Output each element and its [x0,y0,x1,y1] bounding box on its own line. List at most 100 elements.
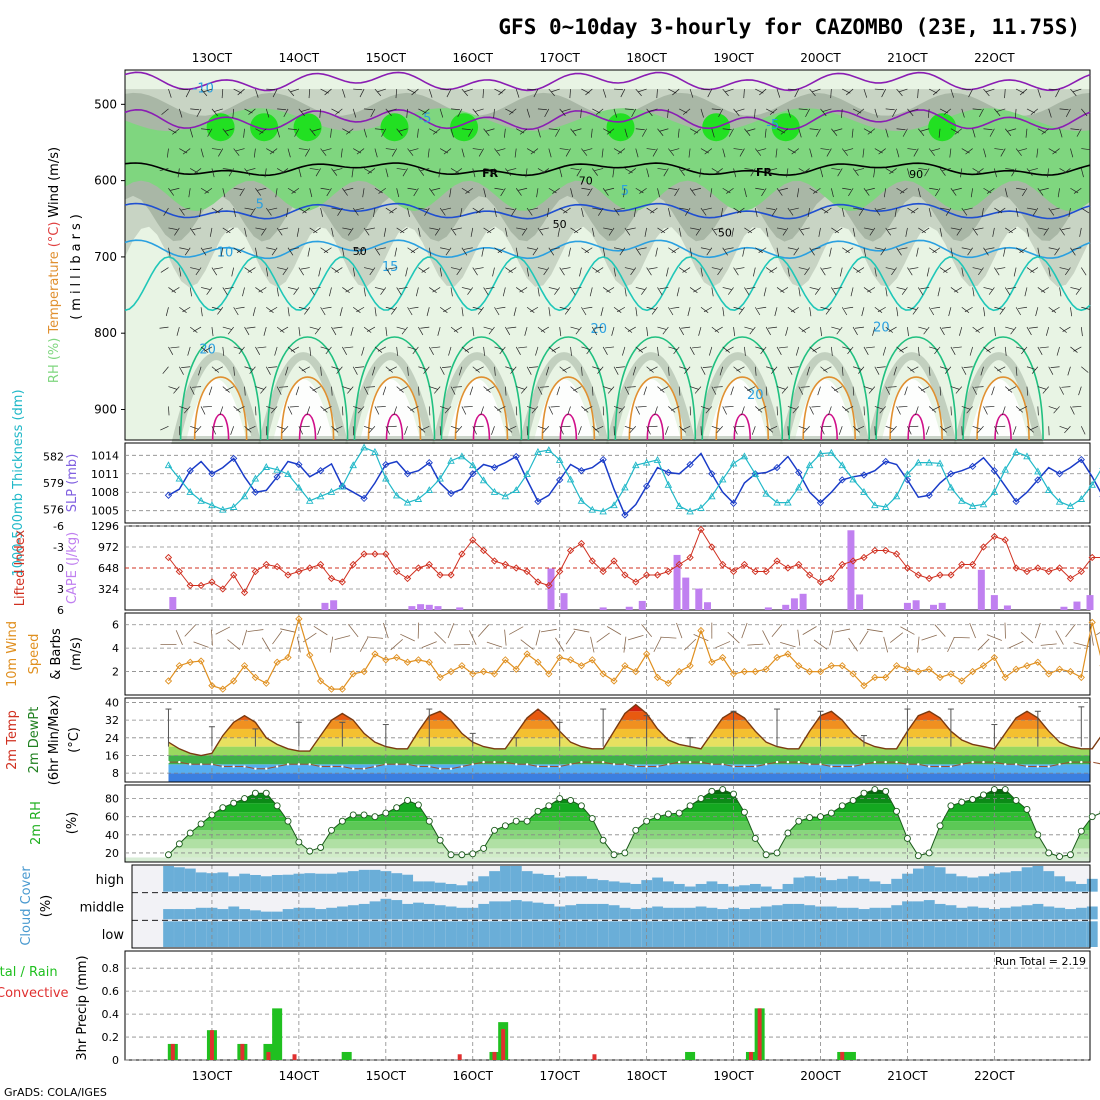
wind-barb [896,88,903,97]
wind-barb [323,406,332,411]
wind-speed-point [393,653,401,662]
wind-barb [924,168,930,177]
wind-barb [722,88,729,97]
wind-barb [555,637,565,652]
wind-barb [1026,386,1029,396]
wind-barb [928,148,935,156]
wind-barb [352,207,359,216]
wind-barb [684,366,691,374]
wind-barb [562,366,571,372]
wind-barb [200,307,203,317]
wind-barb [581,406,589,413]
lifted-index-point [360,550,368,558]
wind-barb [374,287,384,290]
cloud-bar-low [934,921,946,947]
wind-barb [635,406,641,415]
wind-barb [798,287,801,297]
cape-bar [912,600,920,610]
wind-speed-point [784,650,792,658]
lifted-index-point [458,550,466,558]
wind-barb [211,327,214,337]
wind-barb [230,426,235,435]
wind-barb [689,247,693,257]
wind-barb [352,108,357,118]
dewpoint-point [471,763,474,766]
wind-barb [439,267,443,277]
isotherm-label: 15 [382,260,399,275]
slp-point [642,482,651,490]
wind-barb [657,188,660,198]
rh-patch-bright [450,113,479,142]
wind-speed-point [1012,665,1020,673]
wind-barb [583,148,593,152]
wind-barb [605,187,615,191]
cloud-bar-high [358,869,370,892]
wind-barb [516,287,524,293]
rh-point [328,826,335,834]
lifted-index-point [219,585,227,593]
wind-barb [168,88,172,98]
wind-barb [1004,622,1006,639]
isotherm-25 [280,376,335,441]
wind-barb [733,327,736,337]
wind-barb [809,187,818,194]
wind-barb [769,267,778,273]
wind-barb [842,247,850,254]
wind-barb [758,247,767,253]
wind-barb [298,327,301,337]
wind-barb [475,366,484,372]
dewpoint-point [286,763,290,766]
wind-barb [461,148,465,158]
cloud-bar-high [891,878,903,892]
cloud-bar-low [945,921,957,947]
wind-barb [280,168,289,175]
dewpoint-point [243,765,246,768]
wind-barb [996,108,1006,112]
wind-barb [731,227,734,237]
wind-barb [352,366,358,375]
wind-barb [570,386,578,393]
wind-barb [272,630,283,645]
slp-point [816,499,825,507]
wind-barb [559,366,567,373]
wind-speed-point [197,657,205,665]
wind-barb [1015,247,1024,254]
rh-label: 50 [718,226,732,239]
wind-barb [646,207,655,214]
wind-barb [455,426,463,434]
wind-barb [172,128,180,135]
chart-title: GFS 0~10day 3-hourly for CAZOMBO (23E, 1… [498,15,1080,39]
wind-barb [852,168,859,176]
wind-barb [969,346,973,356]
cloud-bar-middle [1010,906,1022,920]
cloud-bar-low [847,921,859,947]
wind-barb [173,386,180,394]
cloud-bar-middle [1032,903,1044,920]
lifted-index-point [610,557,618,565]
rh-point [1066,851,1074,859]
wind-barb [472,306,482,310]
wind-barb [211,267,218,276]
wind-barb [762,630,771,645]
wind-barb [909,108,919,112]
wind-barb [182,148,191,155]
thickness-point [925,458,933,466]
rh-point [556,795,564,803]
cloud-bar-low [652,921,663,947]
wind-barb [850,287,854,297]
wind-barb [798,425,808,430]
wind-barb [809,88,816,97]
wind-speed-point [795,662,803,670]
wind-barb [899,346,908,352]
wind-barb [635,346,643,353]
wind-barb [374,307,377,317]
wind-barb [385,306,395,310]
wind-barb [497,406,506,411]
cloud-bar-high [478,876,490,892]
wind-barb [1008,640,1024,649]
wind-barb [676,287,680,297]
wind-barb [590,128,593,138]
lifted-index-point [849,557,857,565]
wind-barb [961,88,971,91]
x-tick-label: 16OCT [453,1069,494,1083]
